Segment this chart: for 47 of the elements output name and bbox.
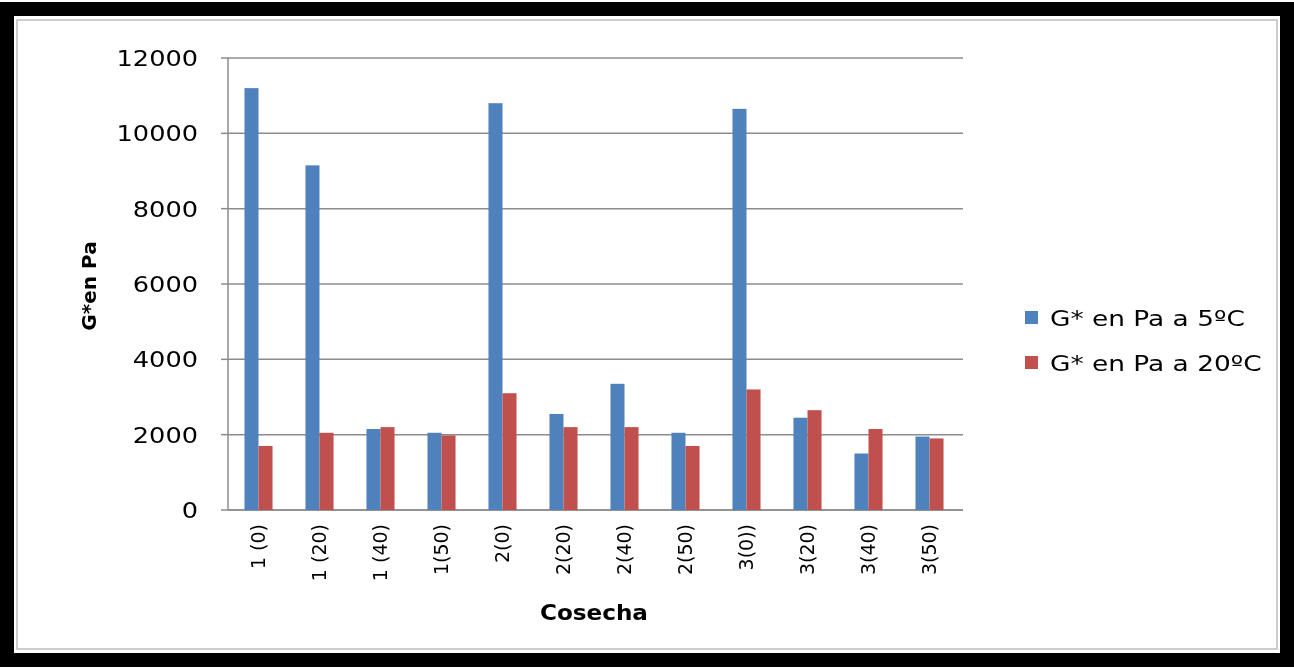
y-tick-label: 2000 — [132, 422, 198, 449]
y-tick-label: 6000 — [132, 272, 198, 298]
bar — [732, 108, 747, 510]
bar — [685, 445, 700, 510]
bar — [549, 413, 564, 510]
x-axis-title: Cosecha — [540, 600, 648, 625]
bar — [258, 445, 273, 510]
x-tick-label: 3(40) — [856, 524, 879, 576]
y-tick-label: 0 — [181, 498, 198, 524]
bar — [319, 432, 334, 510]
bar — [305, 165, 320, 510]
x-tick-label: 2(40) — [612, 524, 635, 576]
bar — [380, 427, 395, 510]
bar — [854, 453, 869, 510]
x-tick-label: 1(50) — [429, 524, 452, 576]
bar — [488, 103, 503, 510]
x-tick-label: 3(0)) — [734, 524, 757, 571]
y-tick-label: 10000 — [116, 121, 198, 147]
x-tick-label: 1 (0) — [246, 524, 269, 570]
y-tick-label: 4000 — [132, 347, 198, 373]
x-tick-label: 2(50) — [673, 524, 696, 576]
bar — [746, 389, 761, 510]
bar — [366, 429, 381, 510]
bar — [929, 438, 944, 510]
bar — [563, 427, 578, 510]
bar — [807, 410, 822, 510]
bar — [427, 432, 442, 510]
bar — [244, 88, 259, 510]
bar — [624, 427, 639, 510]
bar — [868, 429, 883, 510]
x-tick-label: 3(50) — [917, 524, 940, 576]
legend-label: G* en Pa a 5ºC — [1050, 305, 1245, 332]
x-tick-label: 1 (40) — [368, 524, 391, 582]
y-tick-label: 12000 — [116, 46, 198, 72]
legend-label: G* en Pa a 20ºC — [1050, 350, 1262, 377]
bar — [915, 436, 930, 510]
bar — [793, 417, 808, 510]
bar — [671, 432, 686, 510]
y-axis-title: G*en Pa — [77, 241, 101, 331]
y-tick-label: 8000 — [132, 196, 198, 223]
x-tick-label: 2(0) — [490, 524, 513, 564]
bar — [441, 435, 456, 510]
x-tick-label: 3(20) — [795, 524, 818, 576]
bar — [610, 383, 625, 510]
x-tick-label: 2(20) — [551, 524, 574, 576]
bar — [502, 393, 517, 510]
x-tick-label: 1 (20) — [307, 524, 330, 582]
